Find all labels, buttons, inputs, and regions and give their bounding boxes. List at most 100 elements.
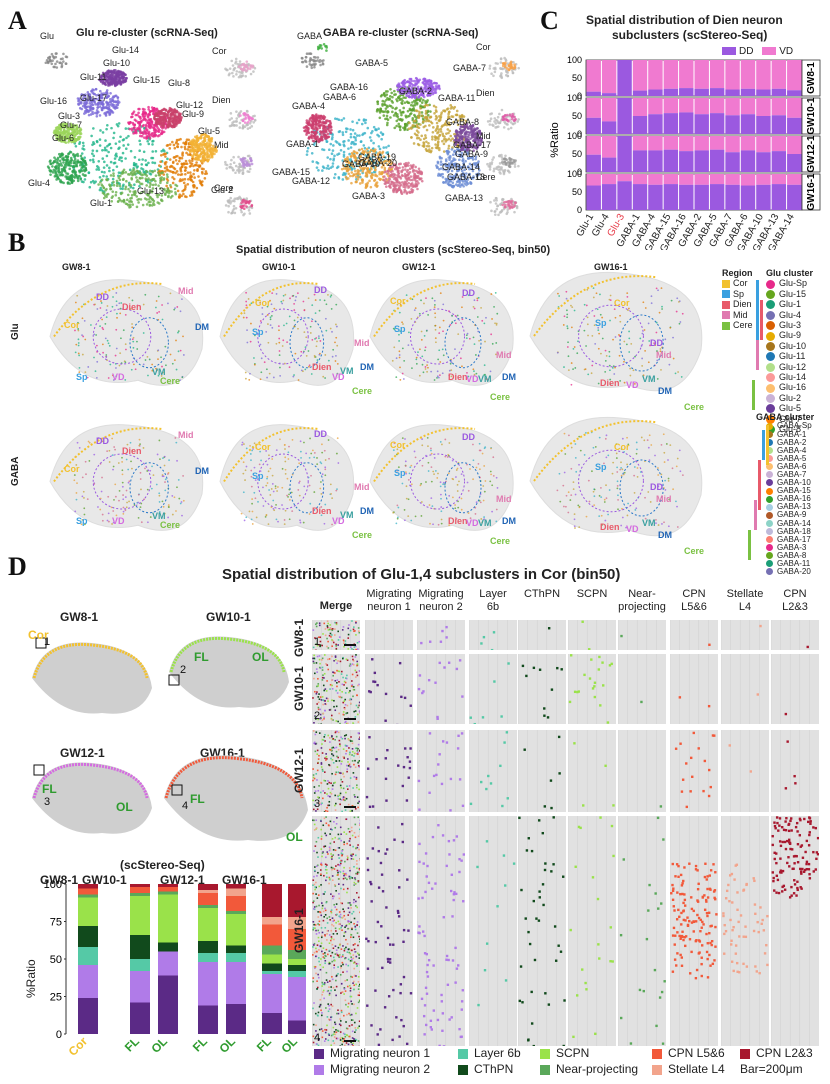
glu-cluster-label-glu-3: Glu-3 — [58, 111, 81, 121]
d-tile-svg-2-2 — [365, 654, 412, 724]
c-ytick-gw16-1-0: 0 — [577, 205, 582, 215]
d-bar-group-gw12-1: GW12-1 — [160, 873, 205, 887]
panel-d-sections — [32, 636, 308, 841]
glu-cluster-label-glu-17: Glu-17 — [80, 93, 108, 103]
bar-dd-gw16-1-glu-1 — [586, 185, 601, 210]
d-tile-2-merge: 2 — [312, 654, 360, 724]
d-bar-1-migrating-neuron-1 — [78, 998, 98, 1034]
gaba-legend-swatch-gaba-8 — [766, 552, 773, 560]
gaba-legend-swatch-gaba-1 — [766, 430, 773, 438]
gaba-cluster-label-gaba-6: GABA-6 — [323, 92, 357, 102]
d-box-number-1: 1 — [44, 636, 51, 648]
umap-region-label-glu-mid: Mid — [214, 140, 229, 150]
glu-legend-swatch-glu-1 — [766, 300, 775, 310]
bar-dd-gw8-1-gaba-15 — [663, 88, 679, 96]
bar-vd-gw12-1-gaba-5 — [709, 136, 725, 150]
d-bar-6-migrating-neuron-2 — [262, 974, 282, 1013]
d-bar-7-cpn-l5-6 — [288, 929, 306, 950]
d-brain-gw16 — [164, 755, 308, 841]
d-tile-svg-3-4 — [469, 730, 509, 812]
d-tile-1-cpn-l5-6 — [670, 620, 718, 650]
b-glu-region-2-mid: Mid — [354, 338, 370, 348]
bar-vd-gw10-1-glu-1 — [586, 98, 601, 118]
d-row-label-gw16-1: GW16-1 — [292, 908, 306, 953]
b-glu-region-3-mid: Mid — [496, 350, 512, 360]
glu-umap-cluster-6 — [97, 168, 179, 209]
d-bar-5-cpn-l2-3 — [226, 884, 246, 889]
bar-vd-gw10-1-gaba-6 — [740, 98, 756, 115]
b-gaba-region-4-vm: VM — [642, 518, 656, 528]
bar-dd-gw12-1-gaba-7 — [725, 152, 740, 172]
bar-dd-gw12-1-gaba-4 — [648, 150, 663, 172]
gaba-cluster-label-gaba-18: GABA-18 — [447, 172, 486, 182]
b-glu-region-2-cor: Cor — [255, 298, 271, 308]
b-gaba-region-1-cor: Cor — [64, 464, 80, 474]
b-gaba-region-1-mid: Mid — [178, 430, 194, 440]
gaba-cluster-label-gaba-8: GABA-8 — [446, 117, 480, 127]
bar-vd-gw16-1-gaba-4 — [648, 174, 663, 185]
gaba-legend-item-gaba-15: GABA-15 — [766, 487, 814, 495]
region-thumb-hl-5 — [501, 60, 517, 72]
panel-b-sections — [49, 271, 703, 537]
glu-umap-cluster-5 — [52, 122, 83, 144]
bar-dd-gw8-1-glu-4 — [601, 93, 617, 96]
d-bar-7-layer-6b — [288, 971, 306, 977]
bar-vd-gw10-1-gaba-13 — [771, 98, 787, 116]
b-gaba-section-1 — [49, 424, 204, 531]
d-box-number-2: 2 — [180, 664, 187, 676]
glu-legend-swatch-glu-14 — [766, 373, 775, 383]
d-bar-3-cpn-l2-3 — [158, 884, 178, 887]
b-glu-region-4-mid: Mid — [656, 350, 672, 360]
b-gaba-region-3-vm: VM — [478, 518, 492, 528]
umap-panel-a — [44, 42, 520, 217]
legend-region-bar-3 — [756, 340, 759, 370]
bar-dd-gw8-1-gaba-1 — [632, 90, 648, 96]
gaba-cluster-label-gaba-15: GABA-15 — [272, 167, 311, 177]
d-tile-svg-1-10 — [771, 620, 810, 650]
b-glu-region-3-vd: VD — [466, 374, 479, 384]
glu-legend-item-glu-1: Glu-1 — [766, 299, 813, 310]
panel-c-title-line2: subclusters (scStereo-Seq) — [612, 28, 768, 42]
d-bar-6-layer-6b — [262, 971, 282, 974]
gaba-legend-item-gaba-6: GABA-6 — [766, 462, 814, 471]
d-tile-svg-2-8 — [670, 654, 711, 724]
panel-a-gaba-title: GABA re-cluster (scRNA-Seq) — [323, 27, 479, 39]
d-tile-scalebar-4 — [344, 1040, 356, 1042]
bar-vd-gw12-1-glu-4 — [601, 136, 617, 158]
legend-label-dd: DD — [739, 46, 754, 57]
legend-region-bar-4 — [752, 380, 755, 410]
b-gaba-region-4-cor: Cor — [614, 442, 630, 452]
d-sample-title-gw10-1: GW10-1 — [206, 610, 251, 624]
d-tile-1-stellate-l4 — [721, 620, 769, 650]
d-tile-4-cthpn — [518, 816, 566, 1046]
gaba-legend-swatch-gaba-13 — [766, 503, 773, 511]
glu-cluster-label-glu-16: Glu-16 — [40, 96, 68, 106]
d-bar-2-cpn-l5-6 — [130, 887, 150, 893]
umap-region-label-gaba-cor: Cor — [476, 42, 491, 52]
glu-cluster-label-glu-8: Glu-8 — [168, 78, 191, 88]
b-glu-region-1-cor: Cor — [64, 320, 80, 330]
d-col-header-migrating-neuron-2: Migrating neuron 2 — [418, 588, 464, 613]
bar-dd-gw12-1-glu-3 — [617, 136, 632, 172]
b-gaba-region-1-vm: VM — [152, 511, 166, 521]
gaba-umap-cluster-3 — [407, 103, 468, 154]
dien-ratio-chart: %Ratio 0 50 100 GW8-1 0 50 100 GW10-1 0 50 100 GW12-… — [549, 55, 821, 250]
glu-cluster-label-glu-9: Glu-9 — [182, 109, 205, 119]
d-tile-svg-2-9 — [721, 654, 760, 724]
d-bar-5-layer-6b — [226, 953, 246, 962]
d-tile-svg-4-10 — [771, 816, 819, 1046]
region-swatch-mid — [722, 311, 730, 320]
glu-cluster-label-glu-1: Glu-1 — [90, 198, 113, 208]
d-sample-title-gw8-1: GW8-1 — [60, 610, 99, 624]
d-bar-4-cpn-l2-3 — [198, 884, 218, 890]
region-thumb-hl-6 — [501, 112, 517, 123]
glu-legend-item-glu-3: Glu-3 — [766, 320, 813, 331]
gaba-legend-item-gaba-sp: GABA-Sp — [766, 422, 814, 430]
d-bar-7-cthpn — [288, 965, 306, 971]
d-bar-7-migrating-neuron-2 — [288, 977, 306, 1021]
b-gaba-region-4-dm: DM — [658, 530, 672, 540]
region-thumb-hl-3 — [239, 157, 254, 168]
gaba-cluster-label-gaba-2: GABA-2 — [399, 86, 433, 96]
d-legend-swatch-near-projecting — [540, 1064, 550, 1075]
glu-legend-swatch-glu-12 — [766, 362, 775, 372]
